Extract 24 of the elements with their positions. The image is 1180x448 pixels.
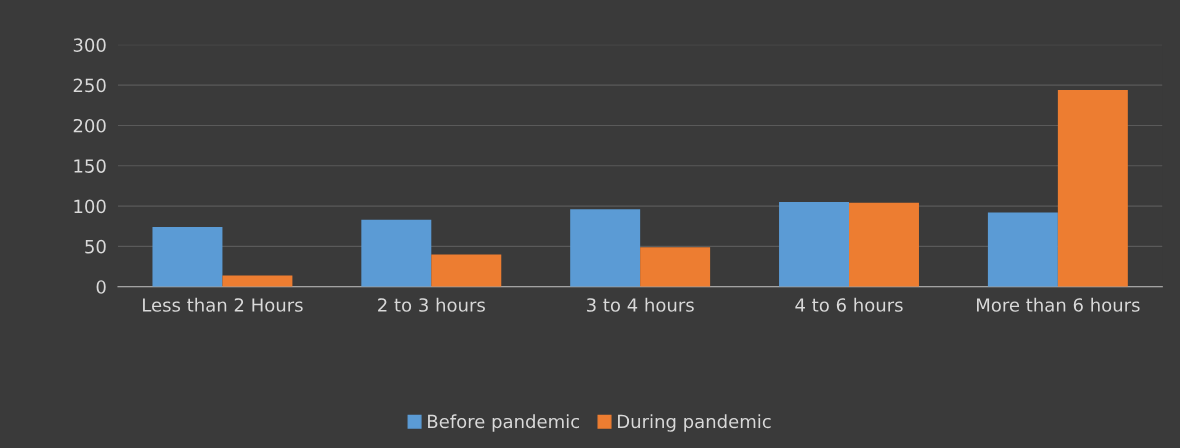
bar — [779, 202, 850, 287]
bar — [152, 227, 223, 287]
y-tick-label: 100 — [74, 199, 106, 214]
legend-label: During pandemic — [618, 414, 771, 432]
x-tick-label: Less than 2 Hours — [143, 297, 303, 312]
x-tick-label: 4 to 6 hours — [795, 297, 903, 312]
legend-label: Before pandemic — [428, 414, 580, 432]
bar — [640, 247, 711, 287]
x-tick-label: 3 to 4 hours — [586, 297, 694, 312]
bar — [849, 202, 919, 287]
y-tick-label: 150 — [74, 159, 106, 173]
y-tick-label: 50 — [85, 239, 106, 254]
x-tick-label: 2 to 3 hours — [378, 297, 485, 312]
y-tick-label: 300 — [73, 38, 106, 52]
bar — [1057, 89, 1128, 287]
x-tick-label: More than 6 hours — [977, 297, 1140, 312]
bar — [361, 219, 432, 287]
bar — [222, 275, 293, 287]
y-tick-label: 250 — [73, 78, 106, 93]
bar — [431, 254, 502, 287]
y-tick-label: 200 — [73, 118, 106, 133]
bar — [570, 209, 641, 287]
y-tick-label: 0 — [96, 280, 106, 294]
bar — [987, 212, 1058, 287]
